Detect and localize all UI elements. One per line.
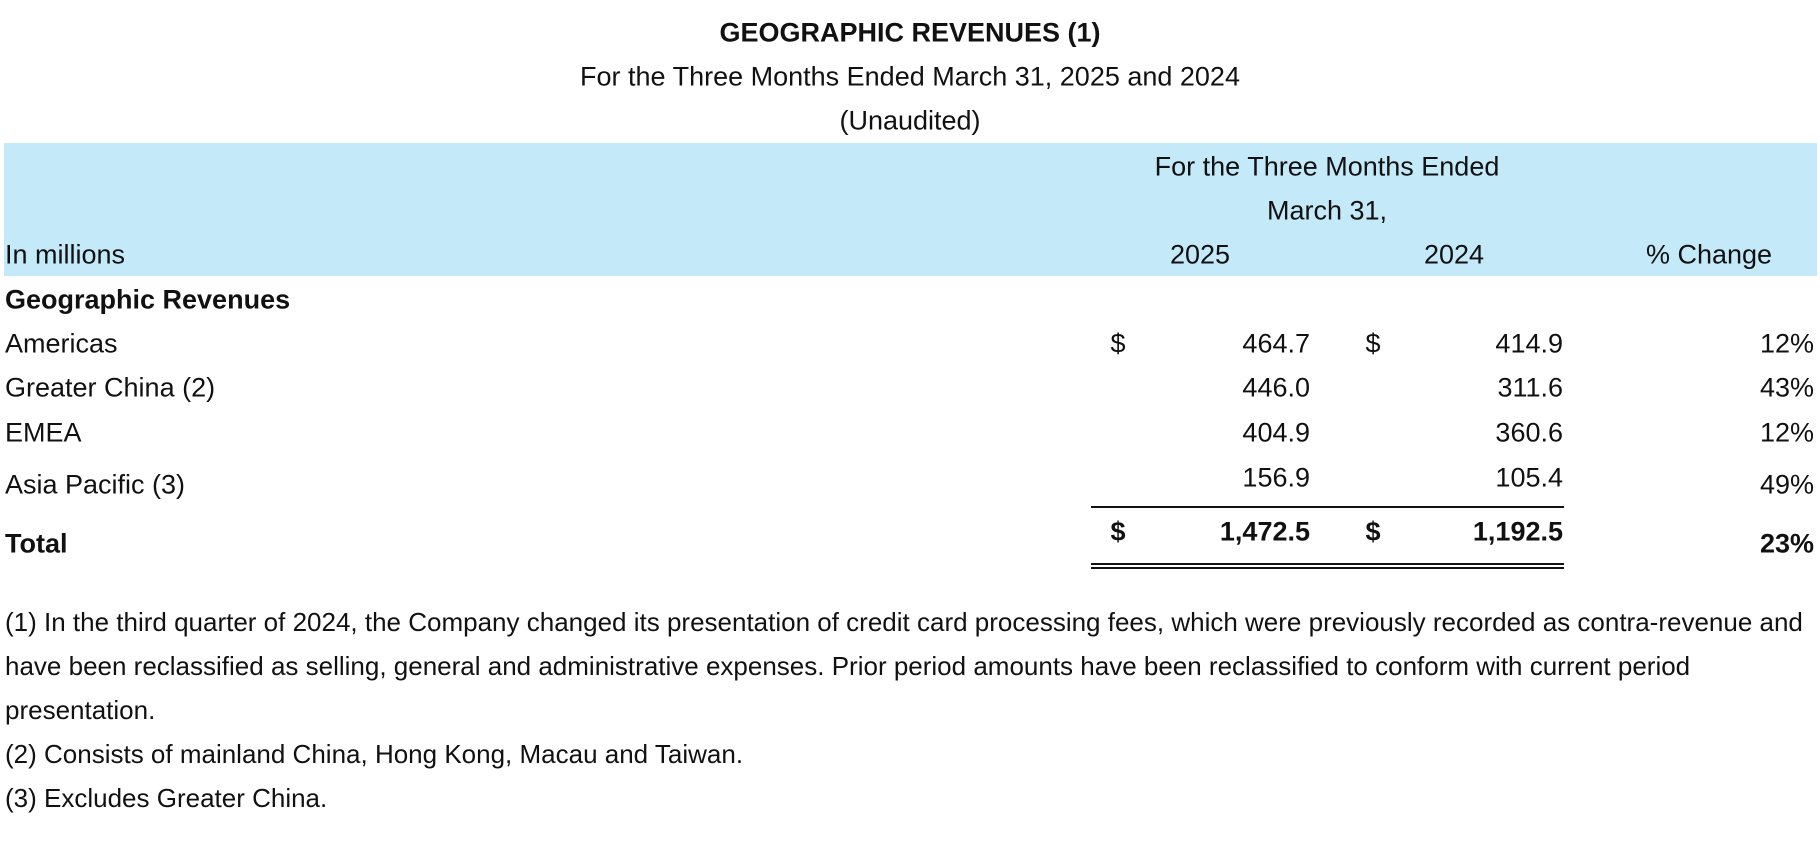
cell-value: 446.0: [1242, 372, 1310, 403]
footnotes: (1) In the third quarter of 2024, the Co…: [5, 600, 1815, 820]
footnote: (2) Consists of mainland China, Hong Kon…: [5, 739, 744, 769]
currency: $: [1365, 516, 1381, 547]
cell-value: 360.6: [1495, 417, 1563, 448]
cell-value: 311.6: [1497, 372, 1563, 403]
cell-change: 43%: [1759, 372, 1814, 403]
cell-change: 12%: [1759, 328, 1814, 359]
column-header: 2025: [1169, 239, 1231, 270]
row-label: Total: [5, 528, 68, 559]
row-label: Greater China (2): [5, 372, 216, 403]
period-header: For the Three Months Ended: [1154, 151, 1500, 182]
note: (Unaudited): [839, 105, 981, 136]
currency: $: [1110, 328, 1126, 359]
cell-value: 105.4: [1495, 462, 1563, 493]
cell-change: 23%: [1759, 528, 1814, 559]
footnote: (3) Excludes Greater China.: [5, 783, 328, 813]
double-rule-top: [1091, 563, 1564, 565]
period-header: March 31,: [1266, 195, 1388, 226]
footnote: (1) In the third quarter of 2024, the Co…: [5, 607, 1803, 725]
double-rule-bottom: [1091, 567, 1564, 569]
cell-value: 414.9: [1495, 328, 1563, 359]
title: GEOGRAPHIC REVENUES (1): [719, 17, 1101, 48]
cell-value: 1,192.5: [1472, 516, 1563, 547]
column-header: 2024: [1423, 239, 1485, 270]
cell-change: 12%: [1759, 417, 1814, 448]
cell-value: 404.9: [1242, 417, 1310, 448]
cell-change: 49%: [1759, 469, 1814, 500]
cell-value: 156.9: [1242, 462, 1310, 493]
row-label: EMEA: [5, 417, 82, 448]
cell-value: 1,472.5: [1219, 516, 1310, 547]
subtotal-rule: [1091, 506, 1564, 508]
row-label: Americas: [5, 328, 118, 359]
column-header: % Change: [1645, 239, 1773, 270]
section-label: Geographic Revenues: [5, 284, 291, 315]
subtitle: For the Three Months Ended March 31, 202…: [580, 61, 1240, 92]
currency: $: [1365, 328, 1381, 359]
header-band: [4, 143, 1817, 276]
cell-value: 464.7: [1242, 328, 1310, 359]
unit-label: In millions: [5, 239, 126, 270]
currency: $: [1110, 516, 1126, 547]
row-label: Asia Pacific (3): [5, 469, 186, 500]
